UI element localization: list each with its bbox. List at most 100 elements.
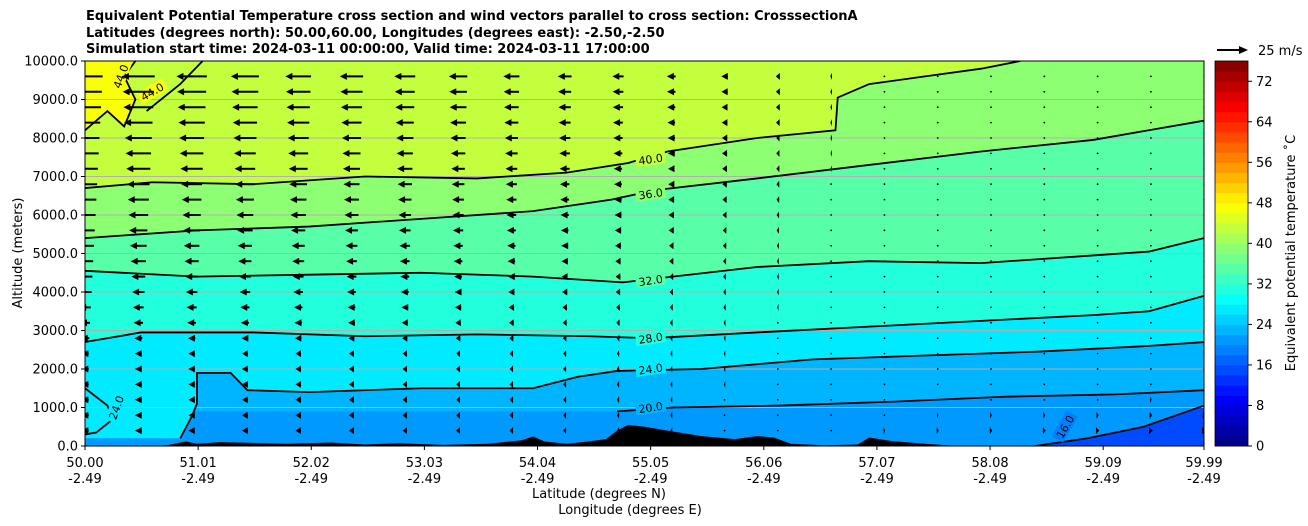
wind-vector (936, 275, 939, 278)
wind-vector (558, 88, 572, 96)
x-axis-label-lat: Latitude (degrees N) (532, 487, 666, 502)
wind-vector (85, 198, 97, 201)
wind-vector (402, 334, 408, 342)
wind-vector (559, 165, 570, 173)
wind-vector (723, 380, 726, 388)
wind-vector (883, 244, 886, 247)
colorbar-swatch (1215, 425, 1248, 437)
wind-vector (186, 303, 197, 311)
contour-label-text: 20.0 (638, 400, 664, 416)
contour-label-text: 32.0 (638, 273, 664, 289)
wind-vector (450, 119, 467, 127)
wind-vector (1096, 352, 1099, 355)
wind-vector (990, 411, 992, 419)
terrain (152, 424, 959, 446)
wind-vector (290, 211, 306, 219)
wind-vector (668, 180, 675, 188)
wind-vector (450, 134, 466, 142)
wind-vector (348, 319, 355, 327)
wind-vector (615, 242, 621, 250)
wind-vector (561, 273, 568, 281)
wind-vector (1096, 275, 1099, 278)
quiver-key-arrow-icon (1239, 46, 1248, 54)
wind-vector (775, 72, 780, 80)
wind-vector (134, 411, 142, 419)
wind-vector (345, 226, 358, 234)
wind-vector (563, 334, 567, 342)
wind-vector (721, 72, 728, 80)
wind-vector (506, 226, 516, 234)
wind-vector (612, 88, 624, 96)
colorbar-tick-label: 8 (1256, 399, 1264, 414)
wind-vector (776, 383, 779, 386)
wind-vector (936, 337, 939, 340)
x-tick-label-lat: 59.99 (1185, 456, 1222, 471)
wind-vector (85, 380, 89, 388)
wind-vector (506, 196, 517, 204)
wind-vector (722, 149, 728, 157)
colorbar-tick-label: 64 (1256, 115, 1273, 130)
wind-vector (721, 103, 728, 111)
wind-vector (667, 134, 675, 142)
x-tick-label-lon: -2.49 (294, 472, 328, 487)
x-tick-label-lon: -2.49 (747, 472, 781, 487)
wind-vector (936, 214, 939, 216)
contour-line (146, 61, 204, 112)
wind-vector (85, 427, 89, 435)
contour-label-text: 24.0 (638, 361, 664, 377)
wind-vector (776, 321, 779, 324)
wind-vector (990, 306, 992, 309)
colorbar-tick-label: 32 (1256, 277, 1273, 292)
wind-vector (1150, 229, 1152, 232)
wind-vector (188, 380, 195, 388)
wind-vector (936, 229, 939, 232)
wind-vector (285, 72, 312, 80)
wind-vector (777, 288, 779, 296)
wind-vector (85, 121, 101, 124)
wind-vector (557, 72, 572, 80)
wind-vector (1150, 137, 1152, 139)
wind-vector (936, 368, 939, 370)
wind-vector (830, 149, 832, 157)
wind-vector (616, 365, 620, 373)
wind-vector (451, 165, 465, 173)
wind-vector (1150, 396, 1152, 404)
wind-vector (344, 211, 359, 219)
wind-vector (776, 211, 780, 219)
wind-vector (292, 273, 304, 281)
wind-vector (936, 398, 939, 401)
wind-vector (188, 350, 195, 358)
wind-vector (722, 211, 727, 219)
wind-vector (509, 365, 514, 373)
wind-vector (448, 72, 468, 80)
wind-vector (669, 257, 674, 265)
title-line-2: Latitudes (degrees north): 50.00,60.00, … (86, 25, 665, 41)
wind-vector (395, 119, 414, 127)
wind-vector (452, 226, 464, 234)
x-tick-label-lat: 58.08 (971, 456, 1008, 471)
wind-vector (398, 196, 412, 204)
colorbar-swatch (1215, 202, 1248, 214)
wind-vector (667, 103, 676, 111)
contour-label: 28.0 (634, 329, 667, 347)
wind-vector (990, 244, 992, 247)
wind-vector (776, 134, 780, 142)
wind-vector (936, 137, 939, 139)
colorbar-tick-label: 24 (1256, 318, 1273, 333)
wind-vector (185, 288, 198, 296)
wind-vector (188, 427, 195, 435)
wind-vector (453, 257, 463, 265)
wind-vector (85, 365, 89, 373)
wind-vector (179, 134, 205, 142)
wind-vector (1096, 106, 1099, 109)
wind-vector (883, 198, 886, 201)
colorbar-swatch (1215, 91, 1248, 103)
colorbar-tick-label: 56 (1256, 156, 1273, 171)
wind-vector (233, 149, 256, 157)
contour-line (616, 389, 1204, 413)
wind-vector (454, 288, 462, 296)
wind-vector (558, 119, 571, 127)
wind-vector (830, 352, 833, 355)
wind-vector (286, 103, 310, 111)
wind-vector (776, 165, 780, 173)
